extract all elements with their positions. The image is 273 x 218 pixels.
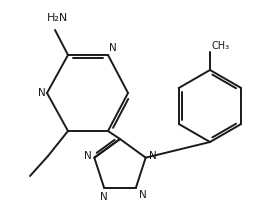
Text: N: N bbox=[84, 151, 91, 161]
Text: N: N bbox=[38, 88, 46, 98]
Text: H₂N: H₂N bbox=[47, 13, 68, 23]
Text: N: N bbox=[139, 190, 147, 200]
Text: CH₃: CH₃ bbox=[211, 41, 229, 51]
Text: N: N bbox=[109, 43, 117, 53]
Text: N: N bbox=[149, 151, 156, 161]
Text: N: N bbox=[100, 192, 108, 202]
